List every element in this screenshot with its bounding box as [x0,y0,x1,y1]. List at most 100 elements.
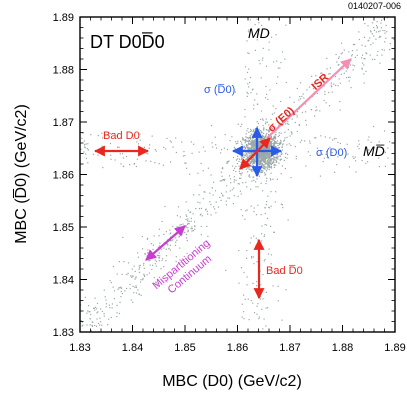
data-point [355,171,357,173]
data-point [191,226,193,228]
data-point [109,133,111,135]
sigma-e-arrow [239,137,271,170]
data-point [339,109,341,111]
data-point [139,139,141,141]
data-point [262,136,264,138]
data-point [387,157,389,159]
data-point [280,132,282,134]
data-point [270,205,272,207]
data-point [97,134,99,137]
data-point [204,209,207,211]
data-point [256,178,258,180]
data-point [358,140,360,142]
data-point [258,128,260,130]
data-point [263,161,265,163]
data-point [329,67,332,69]
data-point [273,164,275,166]
data-point [247,52,249,54]
data-point [247,154,249,156]
data-point [120,287,123,289]
data-point [324,91,326,93]
data-point [139,133,141,135]
data-point [305,103,307,105]
data-point [278,146,280,149]
data-point [210,124,213,127]
data-point [279,67,281,69]
data-point [185,214,187,216]
data-point [222,179,224,181]
data-point [281,120,283,122]
data-point [266,224,268,226]
data-point [272,105,274,107]
data-point [274,135,276,137]
data-point [349,76,351,78]
data-point [222,195,224,197]
data-point [343,49,345,51]
data-point [271,162,273,164]
data-point [233,179,235,181]
data-point [158,252,160,254]
data-point [155,281,157,283]
data-point [365,70,367,72]
data-point [110,282,112,284]
data-point [193,143,195,145]
data-point [94,309,96,311]
data-point [361,160,363,162]
data-point [367,139,369,141]
data-point [383,18,385,20]
data-point [379,35,381,37]
data-point [319,82,321,84]
data-point [103,313,105,315]
data-point [235,141,237,143]
data-point [326,151,328,153]
data-point [266,121,268,123]
data-point [143,267,145,269]
y-tick-label: 1.88 [53,65,74,77]
data-point [192,230,194,232]
data-point [328,105,331,107]
data-point [244,108,246,111]
data-point [358,143,360,145]
data-point [210,203,212,206]
data-point [248,131,250,133]
data-point [389,141,391,143]
data-point [268,158,270,160]
data-point [259,138,261,141]
data-point [262,170,264,172]
data-point [105,299,107,301]
data-point [109,142,112,145]
data-point [102,167,104,169]
data-point [321,79,323,81]
data-point [272,142,274,144]
data-point [324,93,326,95]
data-point [81,321,83,323]
data-point [286,157,288,159]
data-point [321,153,324,155]
data-point [325,102,327,104]
data-point [132,301,134,303]
data-point [266,161,268,163]
data-point [240,193,242,195]
data-point [226,185,228,187]
data-point [221,167,223,169]
data-point [248,175,250,177]
data-point [235,179,237,181]
data-point [246,140,248,142]
data-point [269,178,271,180]
data-point [296,130,298,133]
data-point [336,164,338,166]
data-point [266,152,268,154]
data-point [233,169,235,171]
data-point [295,158,297,160]
data-point [229,190,231,192]
data-point [185,226,187,228]
data-point [260,284,262,286]
data-point [248,141,250,143]
data-point [263,156,265,158]
data-point [284,156,286,158]
data-point [246,152,248,154]
data-point [258,131,260,133]
data-point [265,160,267,162]
data-point [260,110,263,112]
data-point [185,218,187,220]
